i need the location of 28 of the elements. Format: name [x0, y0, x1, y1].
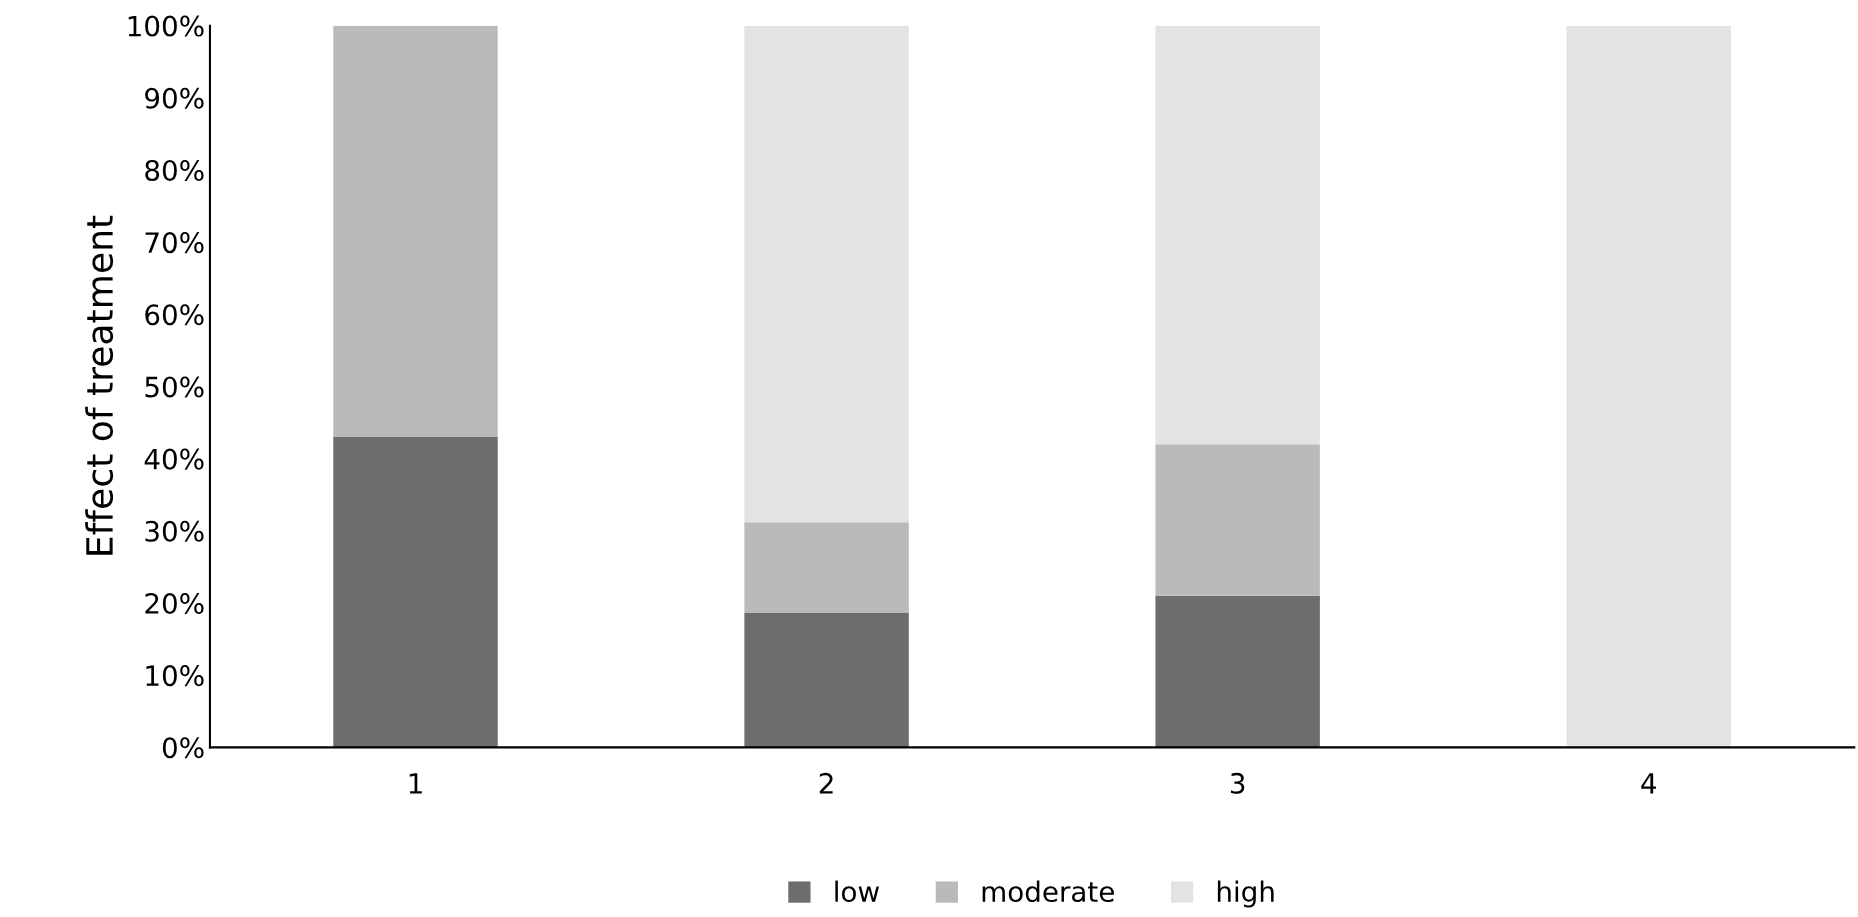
y-tick-label: 20%	[145, 592, 204, 614]
bar	[744, 25, 909, 523]
y-tick-label: 60%	[145, 304, 204, 326]
x-tick-label: 2	[819, 772, 833, 794]
bar	[333, 25, 498, 438]
bar	[744, 612, 909, 748]
y-axis-title: Effect of treatment	[85, 215, 114, 555]
y-tick-label: 10%	[146, 665, 204, 687]
x-tick-label: 4	[1641, 773, 1657, 794]
bar	[1155, 595, 1320, 748]
bar	[1155, 444, 1320, 596]
y-tick-label: 40%	[144, 448, 204, 470]
legend-label: moderate	[982, 880, 1114, 903]
bar	[744, 522, 909, 613]
bar	[1155, 25, 1320, 445]
y-tick-label: 50%	[145, 376, 204, 398]
x-tick-label: 3	[1230, 772, 1245, 794]
y-tick-label: 0%	[162, 737, 204, 759]
bar	[1566, 25, 1731, 748]
bar	[333, 437, 498, 748]
x-tick-label: 1	[409, 773, 422, 794]
legend-label: high	[1217, 880, 1274, 908]
y-tick-label: 80%	[145, 159, 204, 181]
y-tick-label: 30%	[145, 520, 204, 542]
y-tick-label: 70%	[145, 232, 204, 254]
y-tick-label: 90%	[145, 87, 204, 109]
y-tick-label: 100%	[128, 15, 204, 37]
legend-label: low	[835, 880, 880, 903]
